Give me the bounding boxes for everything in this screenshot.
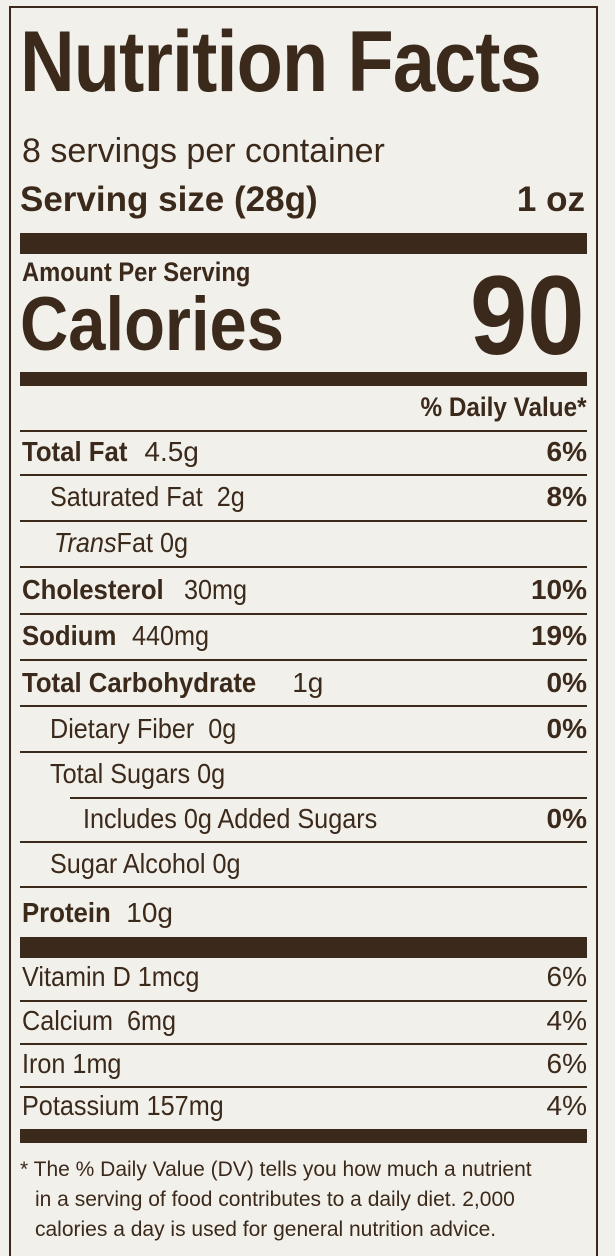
medium-rule (20, 372, 587, 386)
rule (20, 613, 587, 615)
nutrient-amount: 1g (292, 667, 324, 698)
medium-rule (20, 1129, 587, 1143)
nutrient-row: Total Fat 4.5g 6% (22, 429, 587, 475)
rule (20, 1000, 587, 1002)
nutrient-row: Includes 0g Added Sugars 0% (83, 796, 587, 842)
nutrient-row: Protein 10g (22, 890, 587, 936)
nutrient-row: Sugar Alcohol 0g (50, 841, 587, 887)
vitamin-amount: 1mcg (137, 961, 200, 992)
rule (20, 1043, 587, 1045)
servings: 8 servings per container (22, 132, 385, 170)
nutrient-row: Saturated Fat 2g 8% (50, 474, 587, 520)
amount-per-serving: Amount Per Serving (22, 257, 251, 287)
vitamin-name: Iron (22, 1048, 66, 1079)
footnote-line: in a serving of food contributes to a da… (35, 1188, 515, 1211)
vitamin-amount: 6mg (127, 1005, 177, 1036)
vitamin-dv: 4% (546, 1005, 587, 1036)
nutrient-row: Total Carbohydrate 1g 0% (22, 660, 587, 706)
nutrient-amount: 30mg (183, 574, 247, 605)
rule (20, 751, 587, 753)
nutrient-name: Total Sugars (50, 758, 191, 789)
nutrient-dv: 0% (546, 667, 587, 698)
vitamin-row: Vitamin D 1mcg 6% (22, 954, 587, 1000)
rule (20, 520, 587, 522)
daily-value-header: % Daily Value* (420, 392, 587, 422)
rule (20, 659, 587, 661)
nutrient-amount: 2g (216, 481, 245, 512)
nutrient-amount: 0g (212, 848, 241, 879)
vitamin-dv: 4% (546, 1090, 587, 1121)
nutrient-name: Protein (22, 897, 111, 928)
nutrient-dv: 0% (546, 803, 587, 834)
vitamin-row: Iron 1mg 6% (22, 1041, 587, 1087)
nutrient-name-italic: Trans (54, 527, 117, 558)
nutrient-amount: 440mg (132, 620, 210, 651)
nutrient-row: TransFat 0g (54, 520, 587, 566)
nutrient-row: Dietary Fiber 0g 0% (50, 706, 587, 752)
thick-rule (20, 937, 587, 958)
vitamin-amount: 157mg (146, 1090, 224, 1121)
nutrient-dv: 0% (546, 713, 587, 744)
vitamin-name: Calcium (22, 1005, 114, 1036)
nutrient-name: Total Fat (22, 436, 128, 467)
nutrient-amount: 4.5g (144, 436, 199, 467)
rule (70, 797, 587, 799)
vitamin-dv: 6% (546, 1048, 587, 1079)
rule (20, 566, 587, 568)
footnote-line: calories a day is used for general nutri… (35, 1218, 497, 1241)
nutrient-dv: 8% (546, 481, 587, 512)
nutrient-row: Cholesterol 30mg 10% (22, 567, 587, 613)
nutrient-name: Saturated Fat (50, 481, 203, 512)
vitamin-dv: 6% (546, 961, 587, 992)
rule (20, 1086, 587, 1088)
vitamin-row: Potassium 157mg 4% (22, 1083, 587, 1129)
nutrient-amount: 10g (126, 897, 173, 928)
nutrient-dv: 6% (546, 436, 587, 467)
nutrient-amount: 0g (159, 527, 189, 558)
nutrient-row: Sodium 440mg 19% (22, 613, 587, 659)
nutrient-name: Dietary Fiber (50, 713, 195, 744)
rule (20, 886, 587, 888)
nutrient-name: Total Carbohydrate (22, 667, 257, 698)
nutrient-name: Cholesterol (22, 574, 164, 605)
title: Nutrition Facts (20, 14, 542, 110)
nutrient-amount: 0g (197, 758, 226, 789)
nutrient-dv: 19% (530, 620, 587, 651)
vitamin-amount: 1mg (72, 1048, 122, 1079)
calories-label: Calories (20, 282, 284, 367)
nutrient-name: Fat (116, 527, 153, 558)
footnote-line: * The % Daily Value (DV) tells you how m… (20, 1158, 532, 1181)
serving-size-label: Serving size (28g) (20, 180, 318, 219)
nutrient-name: Sugar Alcohol (50, 848, 206, 879)
rule (20, 841, 587, 843)
rule (20, 705, 587, 707)
nutrient-amount: 0g (208, 713, 237, 744)
serving-size-value: 1 oz (516, 180, 585, 219)
calories-value: 90 (470, 253, 585, 378)
vitamin-row: Calcium 6mg 4% (22, 998, 587, 1044)
thick-rule (20, 233, 587, 254)
vitamin-name: Vitamin D (22, 961, 131, 992)
label-border (9, 6, 598, 1256)
nutrient-name: Sodium (22, 620, 117, 651)
vitamin-name: Potassium (22, 1090, 140, 1121)
rule (20, 430, 587, 432)
rule (20, 474, 587, 476)
nutrient-row: Total Sugars 0g (50, 751, 587, 797)
nutrient-dv: 10% (530, 574, 587, 605)
nutrient-name: Includes 0g Added Sugars (83, 803, 378, 834)
